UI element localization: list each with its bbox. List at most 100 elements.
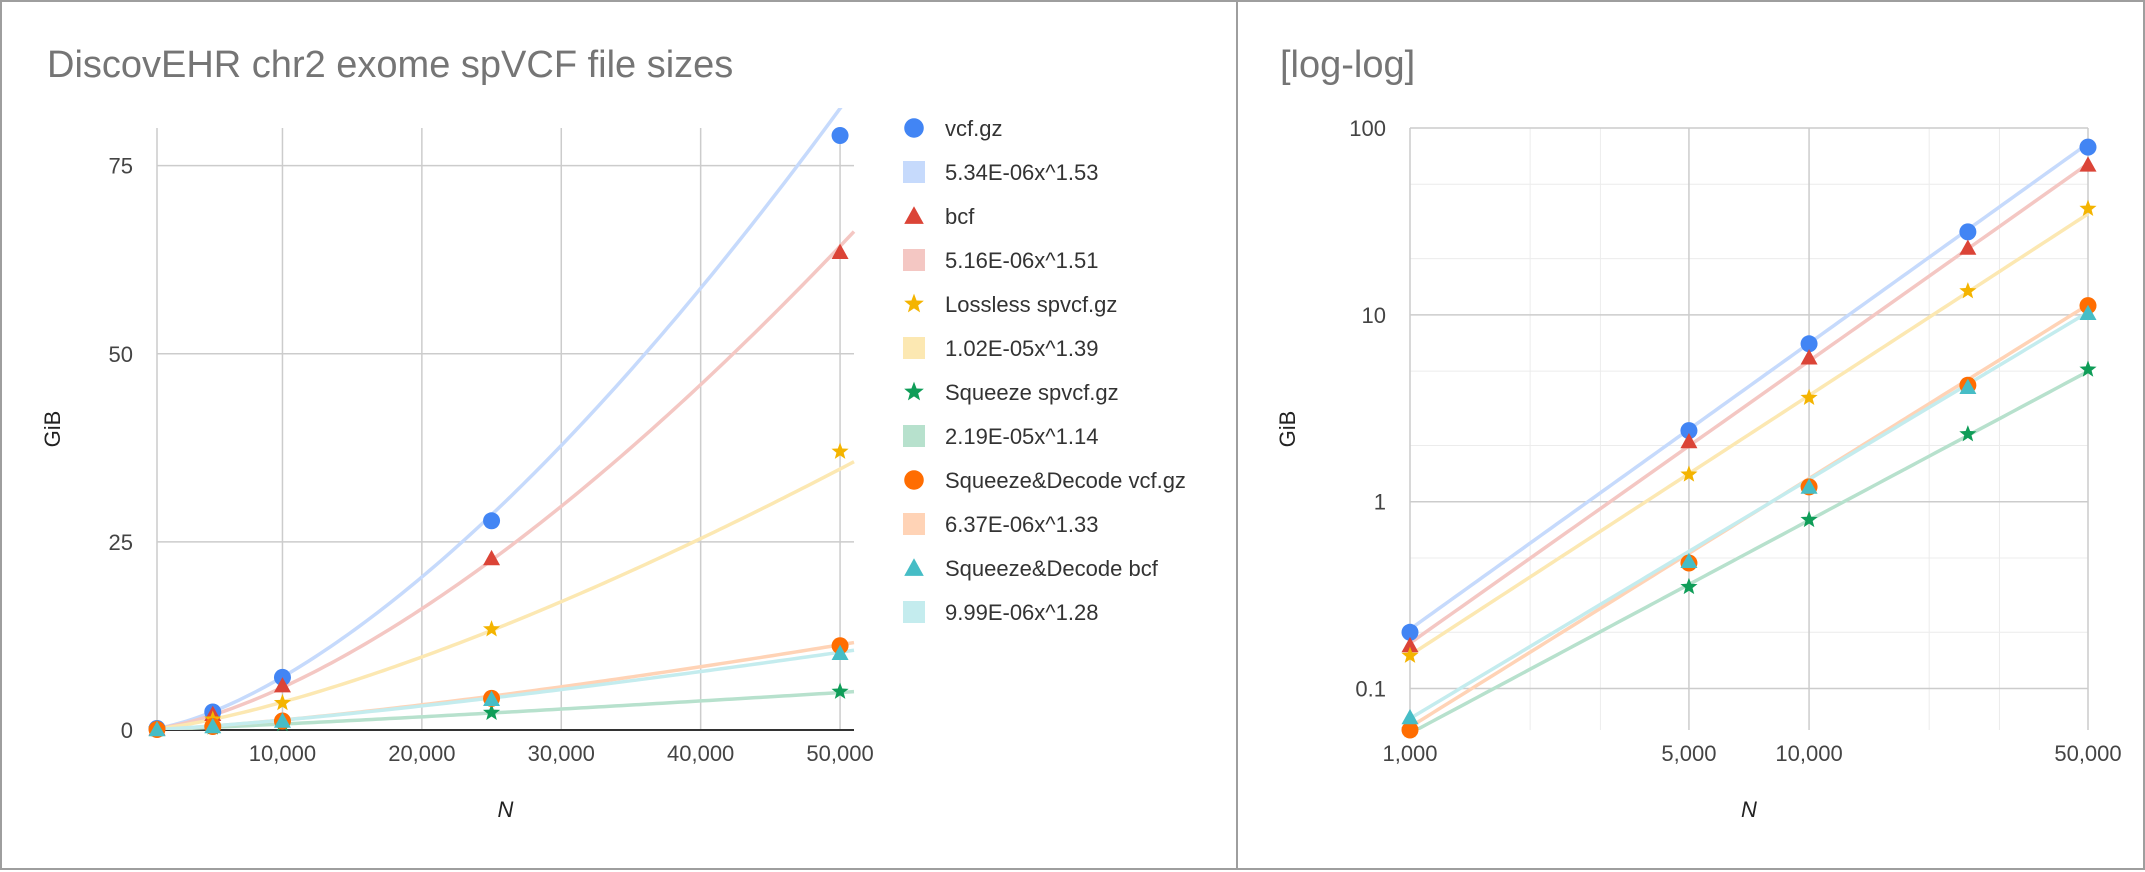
legend: vcf.gz 5.34E-06x^1.53 bcf 5.16E-06x^1.51 Los…: [903, 116, 1186, 625]
data-point: [831, 442, 849, 459]
y-tick-label: 0.1: [1355, 677, 1386, 702]
data-point: [831, 127, 849, 145]
legend-label: Squeeze spvcf.gz: [945, 380, 1119, 405]
trendline: [157, 460, 855, 730]
legend-label: 5.16E-06x^1.51: [945, 248, 1098, 273]
data-point: [1680, 422, 1698, 440]
y-axis-label: GiB: [1275, 411, 1300, 448]
legend-label: 2.19E-05x^1.14: [945, 424, 1098, 449]
data-point: [1800, 510, 1818, 528]
legend-label: Lossless spvcf.gz: [945, 292, 1117, 317]
data-point: [1959, 223, 1977, 241]
gridlines: [1409, 127, 2089, 730]
data-point: [831, 243, 849, 259]
data-point: [483, 549, 501, 566]
data-point: [273, 693, 292, 711]
data-point: [1680, 432, 1698, 449]
y-tick-label: 75: [109, 154, 133, 179]
legend-label: 1.02E-05x^1.39: [945, 336, 1098, 361]
trendline: [157, 689, 855, 730]
data-point: [1959, 282, 1977, 299]
linear-chart-panel: DiscovEHR chr2 exome spVCF file sizes 0 2…: [0, 0, 1238, 870]
data-point: [2079, 156, 2097, 172]
legend-swatch: [903, 601, 925, 623]
y-axis-label: GiB: [40, 411, 65, 448]
trendline: [1410, 162, 2090, 645]
data-point: [483, 703, 501, 720]
legend-swatch: [903, 337, 925, 359]
chart-title: DiscovEHR chr2 exome spVCF file sizes: [47, 44, 733, 86]
x-tick-label: 40,000: [667, 741, 734, 766]
trendline: [1410, 142, 2090, 631]
data-point: [831, 644, 849, 661]
log-log-chart-panel: [log-log] 0.1 1 10 100 1,000 5,000 10,000 50,00…: [1236, 0, 2145, 870]
data-point: [273, 677, 291, 693]
legend-marker: [904, 118, 924, 138]
tick-labels: 0 25 50 75 10,000 20,000 30,000 40,000 50,000: [109, 154, 874, 766]
legend-label: Squeeze&Decode vcf.gz: [945, 468, 1186, 493]
legend-marker: [904, 206, 924, 224]
data-point: [2079, 199, 2097, 216]
chart-title: [log-log]: [1280, 44, 1415, 86]
x-tick-label: 20,000: [388, 741, 455, 766]
data-point: [1959, 425, 1977, 442]
data-point: [1800, 349, 1818, 365]
legend-swatch: [903, 425, 925, 447]
x-tick-label: 10,000: [1775, 741, 1842, 766]
data-point: [1680, 577, 1698, 595]
data-point: [1959, 239, 1977, 255]
data-point: [483, 690, 501, 706]
linear-chart: DiscovEHR chr2 exome spVCF file sizes 0 2…: [40, 44, 1186, 822]
trendline: [1410, 310, 2089, 721]
legend-label: 6.37E-06x^1.33: [945, 512, 1098, 537]
y-tick-label: 100: [1349, 116, 1386, 141]
data-point: [1959, 378, 1977, 395]
legend-marker: [904, 470, 924, 490]
trendline: [157, 648, 855, 730]
data-points: [148, 127, 849, 739]
data-point: [273, 712, 291, 728]
data-point: [1401, 646, 1419, 663]
legend-swatch: [903, 161, 925, 183]
data-point: [1401, 623, 1419, 641]
legend-label: vcf.gz: [945, 116, 1002, 141]
legend-label: bcf: [945, 204, 975, 229]
x-tick-label: 30,000: [528, 741, 595, 766]
legend-swatch: [903, 249, 925, 271]
data-point: [2079, 138, 2097, 156]
y-tick-label: 0: [121, 718, 133, 743]
log-log-chart: [log-log] 0.1 1 10 100 1,000 5,000 10,000 50,00…: [1275, 44, 2122, 822]
legend-label: 9.99E-06x^1.28: [945, 600, 1098, 625]
x-tick-label: 5,000: [1661, 741, 1716, 766]
data-point: [2079, 360, 2097, 377]
trendline: [1412, 369, 2089, 730]
data-point: [1800, 335, 1818, 353]
x-tick-label: 1,000: [1382, 741, 1437, 766]
data-point: [1800, 478, 1818, 494]
data-point: [483, 512, 501, 530]
y-tick-label: 10: [1362, 303, 1386, 328]
legend-marker: [904, 558, 924, 576]
trendline: [1410, 212, 2089, 657]
data-point: [2079, 304, 2097, 321]
x-tick-label: 10,000: [249, 741, 316, 766]
data-point: [204, 717, 222, 734]
y-tick-label: 50: [109, 342, 133, 367]
data-point: [1401, 708, 1419, 725]
trendline: [157, 640, 855, 730]
legend-marker: [904, 293, 924, 313]
x-axis-label: N: [1741, 797, 1757, 822]
data-point: [1800, 388, 1818, 406]
data-point: [1680, 465, 1698, 482]
x-tick-label: 50,000: [806, 741, 873, 766]
trendline: [157, 230, 856, 730]
data-point: [831, 682, 849, 699]
data-points: [1401, 138, 2097, 739]
tick-labels: 0.1 1 10 100 1,000 5,000 10,000 50,000: [1349, 116, 2121, 766]
y-tick-label: 1: [1374, 490, 1386, 515]
legend-label: Squeeze&Decode bcf: [945, 556, 1159, 581]
data-point: [1401, 721, 1419, 739]
data-point: [1680, 552, 1698, 569]
gridlines: [156, 128, 854, 730]
